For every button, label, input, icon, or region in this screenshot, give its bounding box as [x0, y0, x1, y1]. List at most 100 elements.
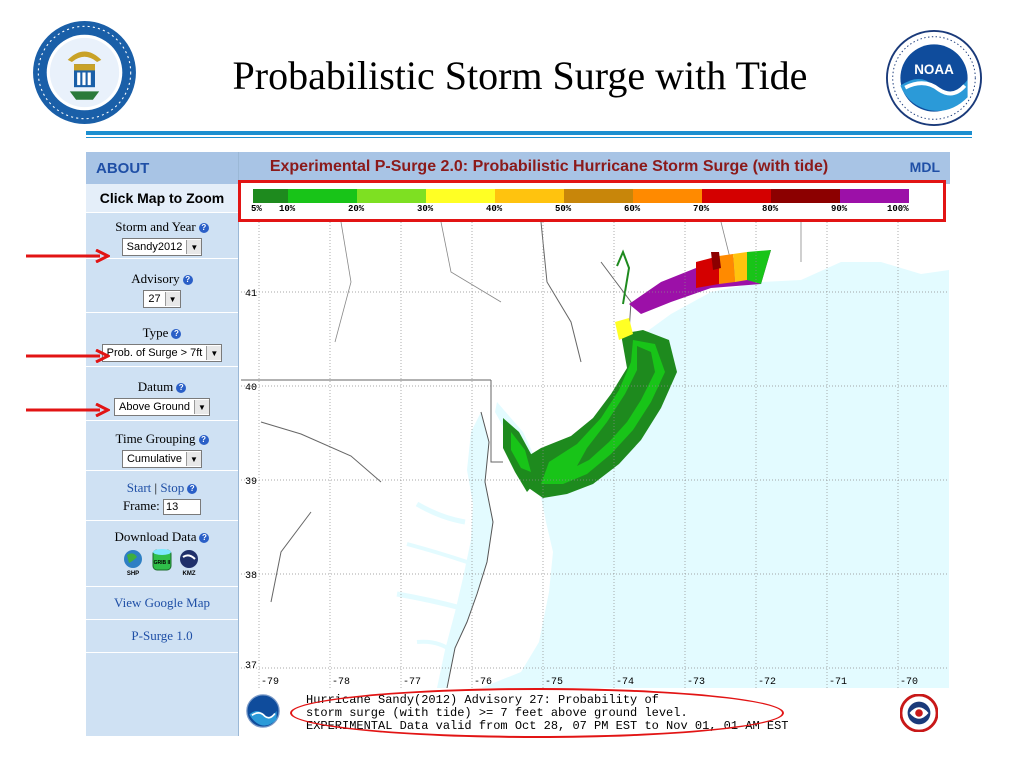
lon-label: -72: [758, 677, 776, 688]
legend-label: 90%: [831, 204, 848, 214]
legend-swatch: [426, 189, 495, 203]
sidebar: ABOUT Click Map to Zoom Storm and Year? …: [86, 152, 239, 736]
lon-label: -79: [261, 677, 279, 688]
chevron-down-icon: ▼: [186, 240, 202, 254]
kmz-icon[interactable]: KMZ: [180, 550, 198, 577]
lon-label: -76: [474, 677, 492, 688]
storm-value: Sandy2012: [126, 241, 183, 253]
type-select[interactable]: Prob. of Surge > 7ft ▼: [101, 344, 223, 362]
time-value: Cumulative: [126, 453, 183, 465]
svg-text:NOAA: NOAA: [914, 62, 954, 77]
legend-label: 100%: [887, 204, 909, 214]
database-icon[interactable]: GRIB II: [152, 549, 172, 571]
lon-label: -75: [545, 677, 563, 688]
noaa-logo-icon: [246, 694, 280, 728]
datum-value: Above Ground: [119, 401, 190, 413]
legend-swatch: [495, 189, 564, 203]
arrow-icon: [26, 249, 110, 263]
stop-link[interactable]: Stop: [160, 480, 185, 495]
legend-label: 50%: [555, 204, 572, 214]
legend-label: 30%: [417, 204, 434, 214]
grib-label: GRIB II: [154, 560, 171, 566]
zoom-instruction: Click Map to Zoom: [86, 184, 238, 213]
advisory-select[interactable]: 27 ▼: [143, 290, 181, 308]
legend-label: 20%: [348, 204, 365, 214]
legend-label: 60%: [624, 204, 641, 214]
about-link[interactable]: ABOUT: [96, 159, 150, 177]
lon-label: -77: [403, 677, 421, 688]
legend-colorbar: [253, 189, 909, 203]
help-icon[interactable]: ?: [198, 435, 209, 445]
noaa-logo-icon: NOAA: [886, 30, 982, 126]
frame-label: Frame:: [122, 498, 160, 513]
help-icon[interactable]: ?: [171, 329, 182, 339]
lat-label: 40: [245, 383, 257, 394]
legend-label: 5%: [251, 204, 262, 214]
datum-select[interactable]: Above Ground ▼: [114, 398, 210, 416]
download-section: Download Data? SHP GRIB II KMZ: [86, 521, 238, 587]
legend-swatch: [771, 189, 840, 203]
nws-logo-icon: [900, 694, 938, 732]
storm-label: Storm and Year: [115, 219, 196, 234]
lat-label: 41: [245, 289, 257, 300]
help-icon[interactable]: ?: [187, 484, 198, 494]
legend-swatch: [288, 189, 357, 203]
chevron-down-icon: ▼: [193, 400, 209, 414]
legend-label: 10%: [279, 204, 296, 214]
about-bar: ABOUT: [86, 152, 238, 184]
download-icons: SHP GRIB II KMZ: [124, 549, 198, 577]
chevron-down-icon: ▼: [164, 292, 180, 306]
help-icon[interactable]: ?: [182, 275, 193, 285]
datum-section: Datum? Above Ground ▼: [86, 367, 238, 421]
storm-select[interactable]: Sandy2012 ▼: [121, 238, 203, 256]
type-section: Type? Prob. of Surge > 7ft ▼: [86, 313, 238, 367]
legend-swatch: [702, 189, 771, 203]
help-icon[interactable]: ?: [199, 533, 210, 543]
probability-legend: 5% 10% 20% 30% 40% 50% 60% 70% 80% 90% 100%: [238, 180, 946, 222]
slide-title: Probabilistic Storm Surge with Tide: [232, 53, 808, 98]
psurge1-section: P-Surge 1.0: [86, 620, 238, 653]
animation-section: Start | Stop? Frame: 13: [86, 471, 238, 521]
legend-swatch: [253, 189, 288, 203]
legend-labels: 5% 10% 20% 30% 40% 50% 60% 70% 80% 90% 100%: [241, 204, 941, 216]
legend-label: 80%: [762, 204, 779, 214]
app-title: Experimental P-Surge 2.0: Probabilistic …: [269, 158, 829, 175]
lat-label: 37: [245, 661, 257, 672]
mdl-link[interactable]: MDL: [909, 159, 940, 175]
kmz-label: KMZ: [183, 571, 196, 577]
time-section: Time Grouping? Cumulative ▼: [86, 421, 238, 471]
type-value: Prob. of Surge > 7ft: [106, 347, 203, 359]
frame-input[interactable]: 13: [163, 499, 202, 516]
link-separator: |: [154, 480, 158, 495]
header-rule: [86, 131, 972, 135]
psurge1-link[interactable]: P-Surge 1.0: [131, 628, 193, 643]
arrow-icon: [26, 349, 110, 363]
help-icon[interactable]: ?: [176, 383, 187, 393]
time-label: Time Grouping: [115, 431, 196, 446]
legend-label: 70%: [693, 204, 710, 214]
shp-label: SHP: [127, 571, 139, 577]
advisory-section: Advisory? 27 ▼: [86, 259, 238, 313]
advisory-value: 27: [148, 293, 161, 305]
lon-label: -73: [687, 677, 705, 688]
time-select[interactable]: Cumulative ▼: [121, 450, 203, 468]
download-label: Download Data: [114, 529, 197, 544]
globe-icon[interactable]: SHP: [124, 550, 142, 577]
app-header: Experimental P-Surge 2.0: Probabilistic …: [239, 152, 950, 184]
chevron-down-icon: ▼: [186, 452, 202, 466]
lon-label: -71: [829, 677, 847, 688]
surge-map[interactable]: 41 40 39 38 37 -79 -78 -77 -76 -75 -74 -…: [241, 222, 949, 688]
header-rule-thin: [86, 137, 972, 138]
advisory-label: Advisory: [131, 271, 180, 286]
lat-label: 38: [245, 571, 257, 582]
start-link[interactable]: Start: [126, 480, 152, 495]
lat-label: 39: [245, 477, 257, 488]
legend-label: 40%: [486, 204, 503, 214]
google-map-link[interactable]: View Google Map: [114, 595, 210, 610]
help-icon[interactable]: ?: [198, 223, 209, 233]
arrow-icon: [26, 403, 110, 417]
legend-swatch: [357, 189, 426, 203]
google-map-section: View Google Map: [86, 587, 238, 620]
commerce-seal-icon: [33, 21, 136, 124]
lon-label: -70: [900, 677, 918, 688]
